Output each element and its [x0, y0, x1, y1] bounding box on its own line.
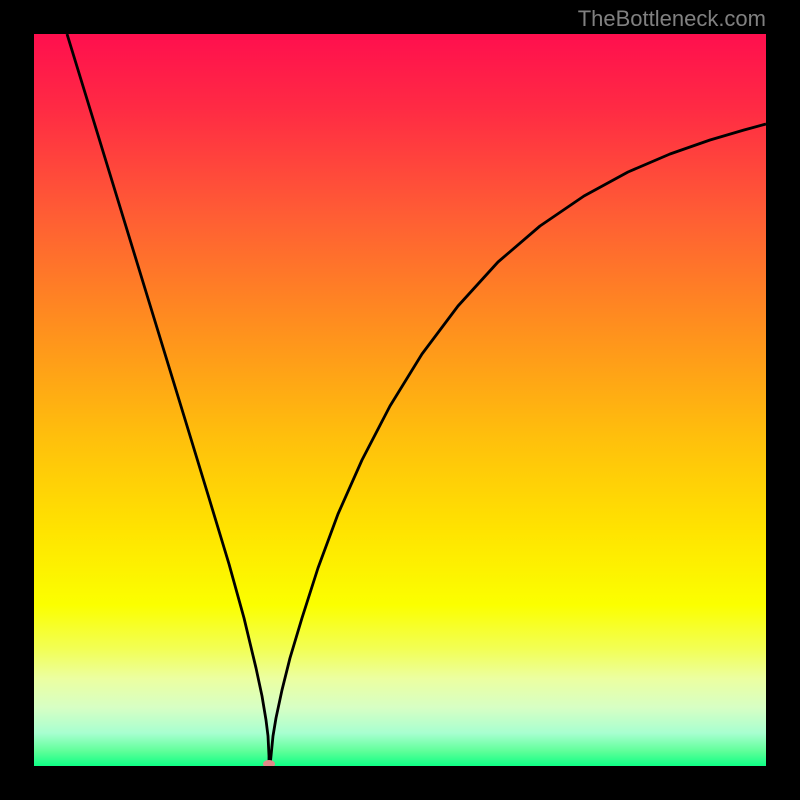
plot-area — [34, 34, 766, 766]
watermark-text: TheBottleneck.com — [578, 6, 766, 32]
curve-layer — [34, 34, 766, 766]
bottleneck-curve — [67, 34, 766, 766]
chart-container: TheBottleneck.com — [0, 0, 800, 800]
vertex-marker — [263, 760, 275, 766]
